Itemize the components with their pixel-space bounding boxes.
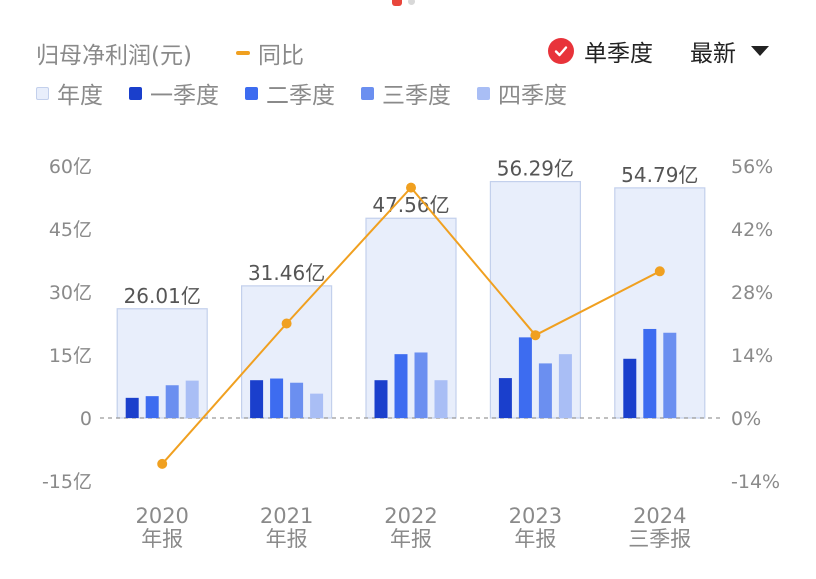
annual-value-label: 56.29亿 [497,157,574,181]
quarter-bar [518,337,532,418]
annual-value-label: 26.01亿 [124,284,201,308]
y-left-tick-label: 45亿 [49,219,92,241]
y-right-tick-label: -14% [731,471,780,493]
x-tick-period: 三季报 [628,527,691,551]
legend-label: 二季度 [266,83,335,109]
legend-item-q4[interactable]: 四季度 [477,76,567,110]
legend-swatch-q3 [361,86,374,100]
quarter-bar [310,393,324,418]
legend-item-q1[interactable]: 一季度 [129,76,219,110]
x-tick-year: 2023 [509,504,562,528]
legend-label: 一季度 [150,83,219,109]
chart-header: 归母净利润(元) 同比 单季度 最新 [36,34,786,70]
legend-swatch-q4 [477,86,490,100]
yoy-point [157,458,168,469]
x-tick-period: 年报 [514,527,556,551]
x-tick-period: 年报 [141,527,183,551]
yoy-point [281,318,292,329]
quarter-bar [623,358,637,418]
legend-label: 四季度 [498,83,567,109]
quarter-bar [270,378,284,418]
quarter-bar [185,380,199,418]
quarter-bar [643,328,657,418]
y-left-tick-label: 15亿 [49,345,92,367]
quarter-bar [414,352,428,418]
page-indicator [392,0,415,6]
x-tick-year: 2022 [384,504,437,528]
legend-swatch-q1 [129,86,142,100]
single-quarter-label: 单季度 [584,41,653,67]
x-tick-period: 年报 [390,527,432,551]
yoy-point [654,266,665,277]
quarter-bar [558,354,572,418]
legend-swatch-q2 [245,86,258,100]
quarter-bar [125,397,139,418]
legend-swatch-annual [36,86,49,100]
yoy-legend-label: 同比 [258,43,304,69]
check-circle-icon [548,38,574,64]
legend-label: 三季度 [382,83,451,109]
quarter-bar [538,363,552,418]
yoy-line-swatch [236,51,250,55]
y-right-tick-label: 56% [731,156,773,178]
legend-item-q3[interactable]: 三季度 [361,76,451,110]
single-quarter-toggle[interactable]: 单季度 [548,34,653,68]
profit-legend-label: 归母净利润(元) [36,43,192,69]
quarter-bar [290,382,304,418]
yoy-legend: 同比 [236,36,304,70]
y-right-tick-label: 42% [731,219,773,241]
y-left-tick-label: -15亿 [42,471,92,493]
page-dot-inactive[interactable] [408,0,415,5]
quarter-bar [145,396,159,418]
caret-down-icon [750,42,770,61]
quarter-bar [434,380,448,418]
sort-dropdown[interactable]: 最新 [690,34,770,68]
annual-value-label: 31.46亿 [248,261,325,285]
series-legend: 年度 一季度 二季度 三季度 四季度 [36,76,567,110]
quarter-bar [498,378,512,418]
quarter-bar [250,380,264,418]
yoy-point [530,330,541,341]
legend-item-annual[interactable]: 年度 [36,76,103,110]
sort-label: 最新 [690,41,736,67]
quarter-bar [374,380,388,418]
annual-value-label: 54.79亿 [621,163,698,187]
y-left-tick-label: 0 [80,408,92,430]
legend-label: 年度 [57,83,103,109]
y-left-tick-label: 60亿 [49,156,92,178]
quarter-bar [165,385,179,418]
y-right-tick-label: 14% [731,345,773,367]
x-tick-year: 2021 [260,504,313,528]
y-right-tick-label: 28% [731,282,773,304]
quarter-bar [394,354,408,418]
legend-item-q2[interactable]: 二季度 [245,76,335,110]
y-left-tick-label: 30亿 [49,282,92,304]
x-tick-year: 2024 [633,504,686,528]
page-dot-active[interactable] [392,0,402,6]
annual-value-label: 47.56亿 [372,193,449,217]
yoy-point [406,182,416,193]
x-tick-year: 2020 [135,504,188,528]
x-tick-period: 年报 [266,527,308,551]
quarter-bar [663,332,677,418]
y-right-tick-label: 0% [731,408,761,430]
